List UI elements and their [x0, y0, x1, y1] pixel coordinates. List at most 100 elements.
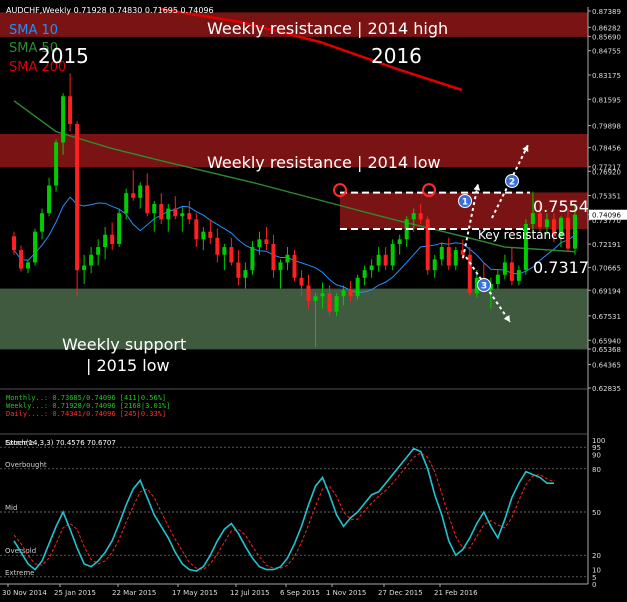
- candle-body: [229, 247, 234, 263]
- candle-body: [488, 283, 493, 291]
- sma50-line: [13, 100, 576, 253]
- marker-circle: [505, 174, 519, 188]
- candle-body: [537, 213, 542, 228]
- candle-body: [551, 219, 556, 237]
- stoch-tick-label: 80: [592, 466, 601, 474]
- candle-body: [180, 213, 185, 217]
- candle-body: [166, 208, 171, 220]
- candle-body: [103, 234, 108, 248]
- candle-body: [271, 243, 276, 271]
- price-tick-label: 0.79898: [592, 122, 621, 130]
- candle-body: [138, 185, 143, 198]
- candle-body: [327, 293, 332, 312]
- candle-body: [467, 254, 472, 294]
- time-tick-label: 27 Dec 2015: [378, 589, 423, 597]
- candle-body: [418, 213, 423, 220]
- stoch-main-line: [13, 447, 554, 572]
- marker-label: 3: [481, 282, 487, 292]
- price-tick-label: 0.87389: [592, 8, 621, 16]
- candle-body: [82, 265, 87, 271]
- stoch-tick-label: 50: [592, 509, 601, 517]
- time-tick-label: 17 May 2015: [172, 589, 218, 597]
- candle-body: [425, 219, 430, 271]
- arrow-3: [465, 256, 511, 323]
- candle-body: [243, 270, 248, 278]
- candle-body: [369, 265, 374, 271]
- candle-body: [474, 277, 479, 294]
- time-tick-label: 30 Nov 2014: [2, 589, 47, 597]
- candle-body: [222, 247, 227, 255]
- time-tick-label: 22 Mar 2015: [112, 589, 156, 597]
- candle-body: [355, 277, 360, 297]
- arrow-1-head: [473, 184, 481, 191]
- candle-body: [47, 185, 52, 214]
- year-label-2016: 2016: [371, 44, 422, 68]
- candle-body: [432, 259, 437, 271]
- candle-body: [264, 239, 269, 244]
- arrow-2-head: [522, 145, 529, 152]
- candle-body: [61, 96, 66, 143]
- price-tick-label: 0.67531: [592, 313, 621, 321]
- candle-body: [348, 290, 353, 297]
- candle-body: [40, 213, 45, 232]
- info-line: Weekly...: 0.71928/0.74096 [2168|3.01%]: [6, 402, 170, 410]
- candle-body: [446, 247, 451, 266]
- candle-body: [376, 254, 381, 266]
- price-tick-label: 0.77217: [592, 164, 621, 172]
- candle-body: [495, 274, 500, 284]
- price-tick-label: 0.83175: [592, 72, 621, 80]
- zone-label-support-1: Weekly support: [62, 335, 186, 354]
- stoch-tick-label: 90: [592, 451, 601, 459]
- swing-high-circle: [333, 183, 347, 198]
- candle-body: [26, 262, 31, 269]
- arrow-2: [491, 144, 529, 219]
- stoch-tick-label: 100: [592, 437, 605, 445]
- candle-body: [285, 254, 290, 263]
- price-tick-label: 0.62835: [592, 385, 621, 393]
- candle-body: [292, 254, 297, 278]
- candle-body: [383, 254, 388, 266]
- legend-sma50: SMA 50: [9, 41, 58, 56]
- info-line: Daily....: 0.74341/0.74096 [245|0.33%]: [6, 410, 166, 418]
- price-tick-label: 0.65940: [592, 337, 621, 345]
- candle-body: [362, 270, 367, 278]
- candle-body: [54, 142, 59, 186]
- candle-body: [572, 214, 577, 249]
- candle-body: [313, 296, 318, 301]
- candle-body: [194, 219, 199, 240]
- price-tick-label: 0.85690: [592, 33, 621, 41]
- symbol-line: AUDCHF,Weekly 0.71928 0.74830 0.71695 0.…: [6, 6, 214, 15]
- candle-body: [173, 208, 178, 217]
- level-label-lower: 0.7317: [533, 258, 589, 277]
- candle-body: [565, 217, 570, 249]
- year-label-2015: 2015: [38, 44, 89, 68]
- candle-body: [530, 213, 535, 224]
- price-tick-label: 0.65368: [592, 346, 621, 354]
- candle-body: [124, 193, 129, 214]
- candle-body: [411, 213, 416, 220]
- zone-weekly-support: [0, 288, 588, 350]
- price-tick-label: 0.76920: [592, 168, 621, 176]
- zone-2014-high: [0, 12, 588, 37]
- swing-high-circle: [422, 183, 436, 198]
- price-tick-label: 0.78456: [592, 145, 621, 153]
- marker-label: 2: [509, 178, 515, 188]
- legend-sma200: SMA 200: [9, 60, 66, 75]
- price-tick-label: 0.86282: [592, 24, 621, 32]
- candle-body: [19, 250, 24, 269]
- price-tick-label: 0.72191: [592, 241, 621, 249]
- zone-2014-low: [0, 133, 588, 168]
- price-tick-label: 0.81595: [592, 96, 621, 104]
- candle-body: [460, 250, 465, 255]
- candle-body: [250, 247, 255, 271]
- candle-body: [187, 213, 192, 220]
- candle-body: [544, 219, 549, 228]
- candle-body: [334, 296, 339, 312]
- legend-sma10: SMA 10: [9, 23, 58, 38]
- stoch-level-label: Mid: [5, 504, 17, 512]
- candle-body: [390, 243, 395, 266]
- sma200-line: [159, 7, 463, 92]
- price-tick-label: 0.70665: [592, 265, 621, 273]
- price-tick-label: 0.69194: [592, 287, 621, 295]
